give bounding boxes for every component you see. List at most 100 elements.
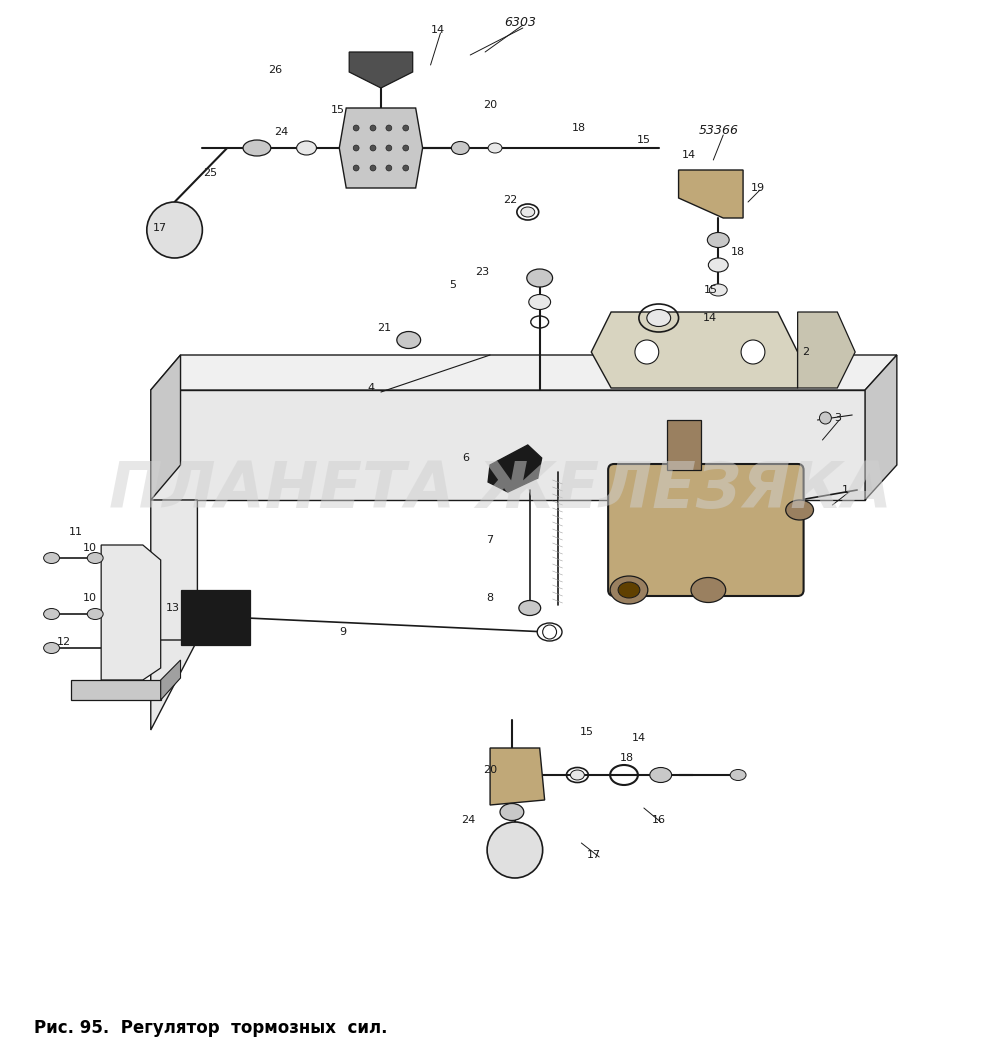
Text: 7: 7 xyxy=(487,535,494,545)
Text: 6303: 6303 xyxy=(504,16,536,28)
Circle shape xyxy=(370,145,376,151)
Text: 15: 15 xyxy=(580,727,594,737)
Text: 17: 17 xyxy=(153,223,167,233)
Polygon shape xyxy=(181,590,250,645)
Ellipse shape xyxy=(297,141,316,155)
Circle shape xyxy=(543,625,557,639)
Ellipse shape xyxy=(87,552,103,564)
Polygon shape xyxy=(798,312,855,388)
Ellipse shape xyxy=(709,284,727,296)
Text: 14: 14 xyxy=(430,25,445,35)
Ellipse shape xyxy=(488,143,502,153)
Text: 16: 16 xyxy=(652,815,666,825)
Polygon shape xyxy=(101,545,161,680)
Polygon shape xyxy=(488,445,542,492)
Polygon shape xyxy=(349,52,413,87)
Circle shape xyxy=(819,412,831,424)
Ellipse shape xyxy=(570,770,584,780)
Ellipse shape xyxy=(519,601,541,616)
Text: 8: 8 xyxy=(487,593,494,603)
Ellipse shape xyxy=(647,310,671,327)
Text: 15: 15 xyxy=(637,135,651,145)
Text: 24: 24 xyxy=(461,815,475,825)
Text: 14: 14 xyxy=(681,150,696,160)
Text: 3: 3 xyxy=(834,413,841,423)
Text: 10: 10 xyxy=(83,543,97,553)
Circle shape xyxy=(403,125,409,131)
Polygon shape xyxy=(151,640,197,730)
Polygon shape xyxy=(490,748,545,805)
Text: 25: 25 xyxy=(203,168,217,178)
Ellipse shape xyxy=(537,623,562,641)
Circle shape xyxy=(386,145,392,151)
Text: 14: 14 xyxy=(632,733,646,743)
Text: 26: 26 xyxy=(268,65,282,75)
Text: 22: 22 xyxy=(503,195,517,204)
Text: 24: 24 xyxy=(275,126,289,137)
Ellipse shape xyxy=(730,769,746,781)
Text: 5: 5 xyxy=(449,280,456,290)
Circle shape xyxy=(386,165,392,171)
Text: 17: 17 xyxy=(587,850,601,860)
Text: 1: 1 xyxy=(842,485,849,495)
Text: 15: 15 xyxy=(703,285,717,295)
Circle shape xyxy=(370,125,376,131)
Text: 18: 18 xyxy=(572,123,586,133)
Text: 19: 19 xyxy=(751,183,765,193)
Polygon shape xyxy=(151,355,181,500)
Polygon shape xyxy=(339,108,423,188)
Text: 53366: 53366 xyxy=(698,123,738,137)
Circle shape xyxy=(403,145,409,151)
Ellipse shape xyxy=(44,643,59,653)
Ellipse shape xyxy=(691,578,726,603)
Polygon shape xyxy=(679,170,743,218)
Text: 10: 10 xyxy=(83,593,97,603)
Text: 9: 9 xyxy=(340,627,347,637)
Text: 2: 2 xyxy=(802,347,809,357)
Text: 6: 6 xyxy=(462,453,469,463)
Text: 12: 12 xyxy=(56,637,71,647)
Ellipse shape xyxy=(786,500,814,520)
Polygon shape xyxy=(151,500,197,680)
Circle shape xyxy=(353,165,359,171)
Ellipse shape xyxy=(397,332,421,349)
Bar xyxy=(667,419,701,470)
Text: 14: 14 xyxy=(703,313,717,323)
Polygon shape xyxy=(151,355,897,390)
Ellipse shape xyxy=(44,608,59,620)
Circle shape xyxy=(635,340,659,364)
Ellipse shape xyxy=(527,269,553,287)
Text: 13: 13 xyxy=(166,603,180,613)
Text: 15: 15 xyxy=(331,105,345,115)
Text: 11: 11 xyxy=(68,527,82,536)
Circle shape xyxy=(386,125,392,131)
Ellipse shape xyxy=(529,294,551,310)
Text: 21: 21 xyxy=(377,323,391,333)
Circle shape xyxy=(147,202,202,258)
Text: 4: 4 xyxy=(367,383,375,393)
Polygon shape xyxy=(591,312,798,388)
Circle shape xyxy=(370,165,376,171)
Ellipse shape xyxy=(500,803,524,820)
Ellipse shape xyxy=(650,767,672,782)
Circle shape xyxy=(487,822,543,878)
Ellipse shape xyxy=(618,582,640,598)
Ellipse shape xyxy=(708,258,728,272)
Ellipse shape xyxy=(243,140,271,156)
Ellipse shape xyxy=(451,141,469,155)
Polygon shape xyxy=(151,390,865,500)
Ellipse shape xyxy=(87,608,103,620)
Ellipse shape xyxy=(44,552,59,564)
Polygon shape xyxy=(71,680,161,700)
Text: 18: 18 xyxy=(620,753,634,763)
Circle shape xyxy=(741,340,765,364)
Ellipse shape xyxy=(707,233,729,248)
FancyBboxPatch shape xyxy=(608,464,804,596)
Text: 20: 20 xyxy=(483,765,497,775)
Text: 23: 23 xyxy=(475,267,489,277)
Polygon shape xyxy=(161,660,181,700)
Circle shape xyxy=(353,145,359,151)
Polygon shape xyxy=(865,355,897,500)
Text: ПЛАНЕТА ЖЕЛЕЗЯКА: ПЛАНЕТА ЖЕЛЕЗЯКА xyxy=(109,458,891,521)
Circle shape xyxy=(403,165,409,171)
